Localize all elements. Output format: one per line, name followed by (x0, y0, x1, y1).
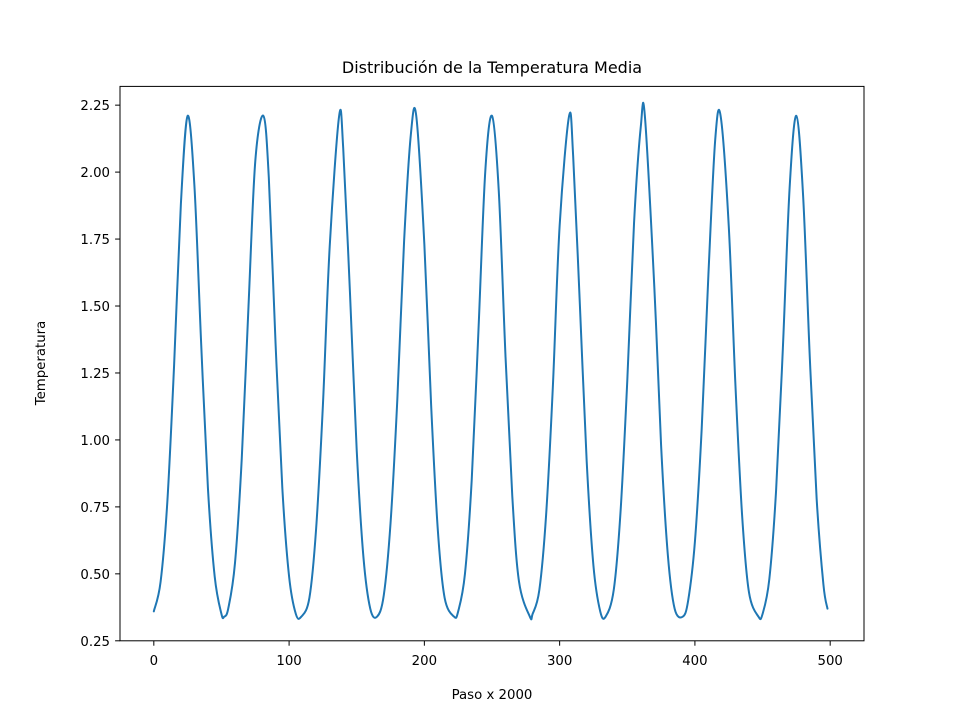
y-axis: 0.25 0.50 0.75 1.00 1.25 1.50 1.75 2.00 2.25 (80, 99, 120, 650)
y-tick-label: 1.50 (80, 300, 110, 315)
y-tick-label: 0.25 (80, 635, 110, 650)
y-tick-label: 2.25 (80, 99, 110, 114)
x-axis-label: Paso x 2000 (452, 688, 533, 703)
x-tick-label: 300 (547, 654, 572, 669)
y-axis-label: Temperatura (34, 321, 49, 407)
y-tick-label: 1.75 (80, 233, 110, 248)
plot-layer (152, 101, 829, 621)
y-tick-label: 1.25 (80, 367, 110, 382)
chart-title: Distribución de la Temperatura Media (342, 58, 642, 77)
x-tick-label: 400 (682, 654, 707, 669)
x-tick-label: 100 (276, 654, 301, 669)
x-tick-label: 200 (412, 654, 437, 669)
x-axis: 0 100 200 300 400 500 (150, 640, 843, 669)
y-tick-label: 0.50 (80, 568, 110, 583)
plot-frame (119, 85, 865, 642)
y-tick-label: 0.75 (80, 501, 110, 516)
x-tick-label: 500 (817, 654, 842, 669)
y-tick-label: 1.00 (80, 434, 110, 449)
x-tick-label: 0 (150, 654, 158, 669)
series-line-0 (152, 101, 829, 621)
y-tick-label: 2.00 (80, 166, 110, 181)
